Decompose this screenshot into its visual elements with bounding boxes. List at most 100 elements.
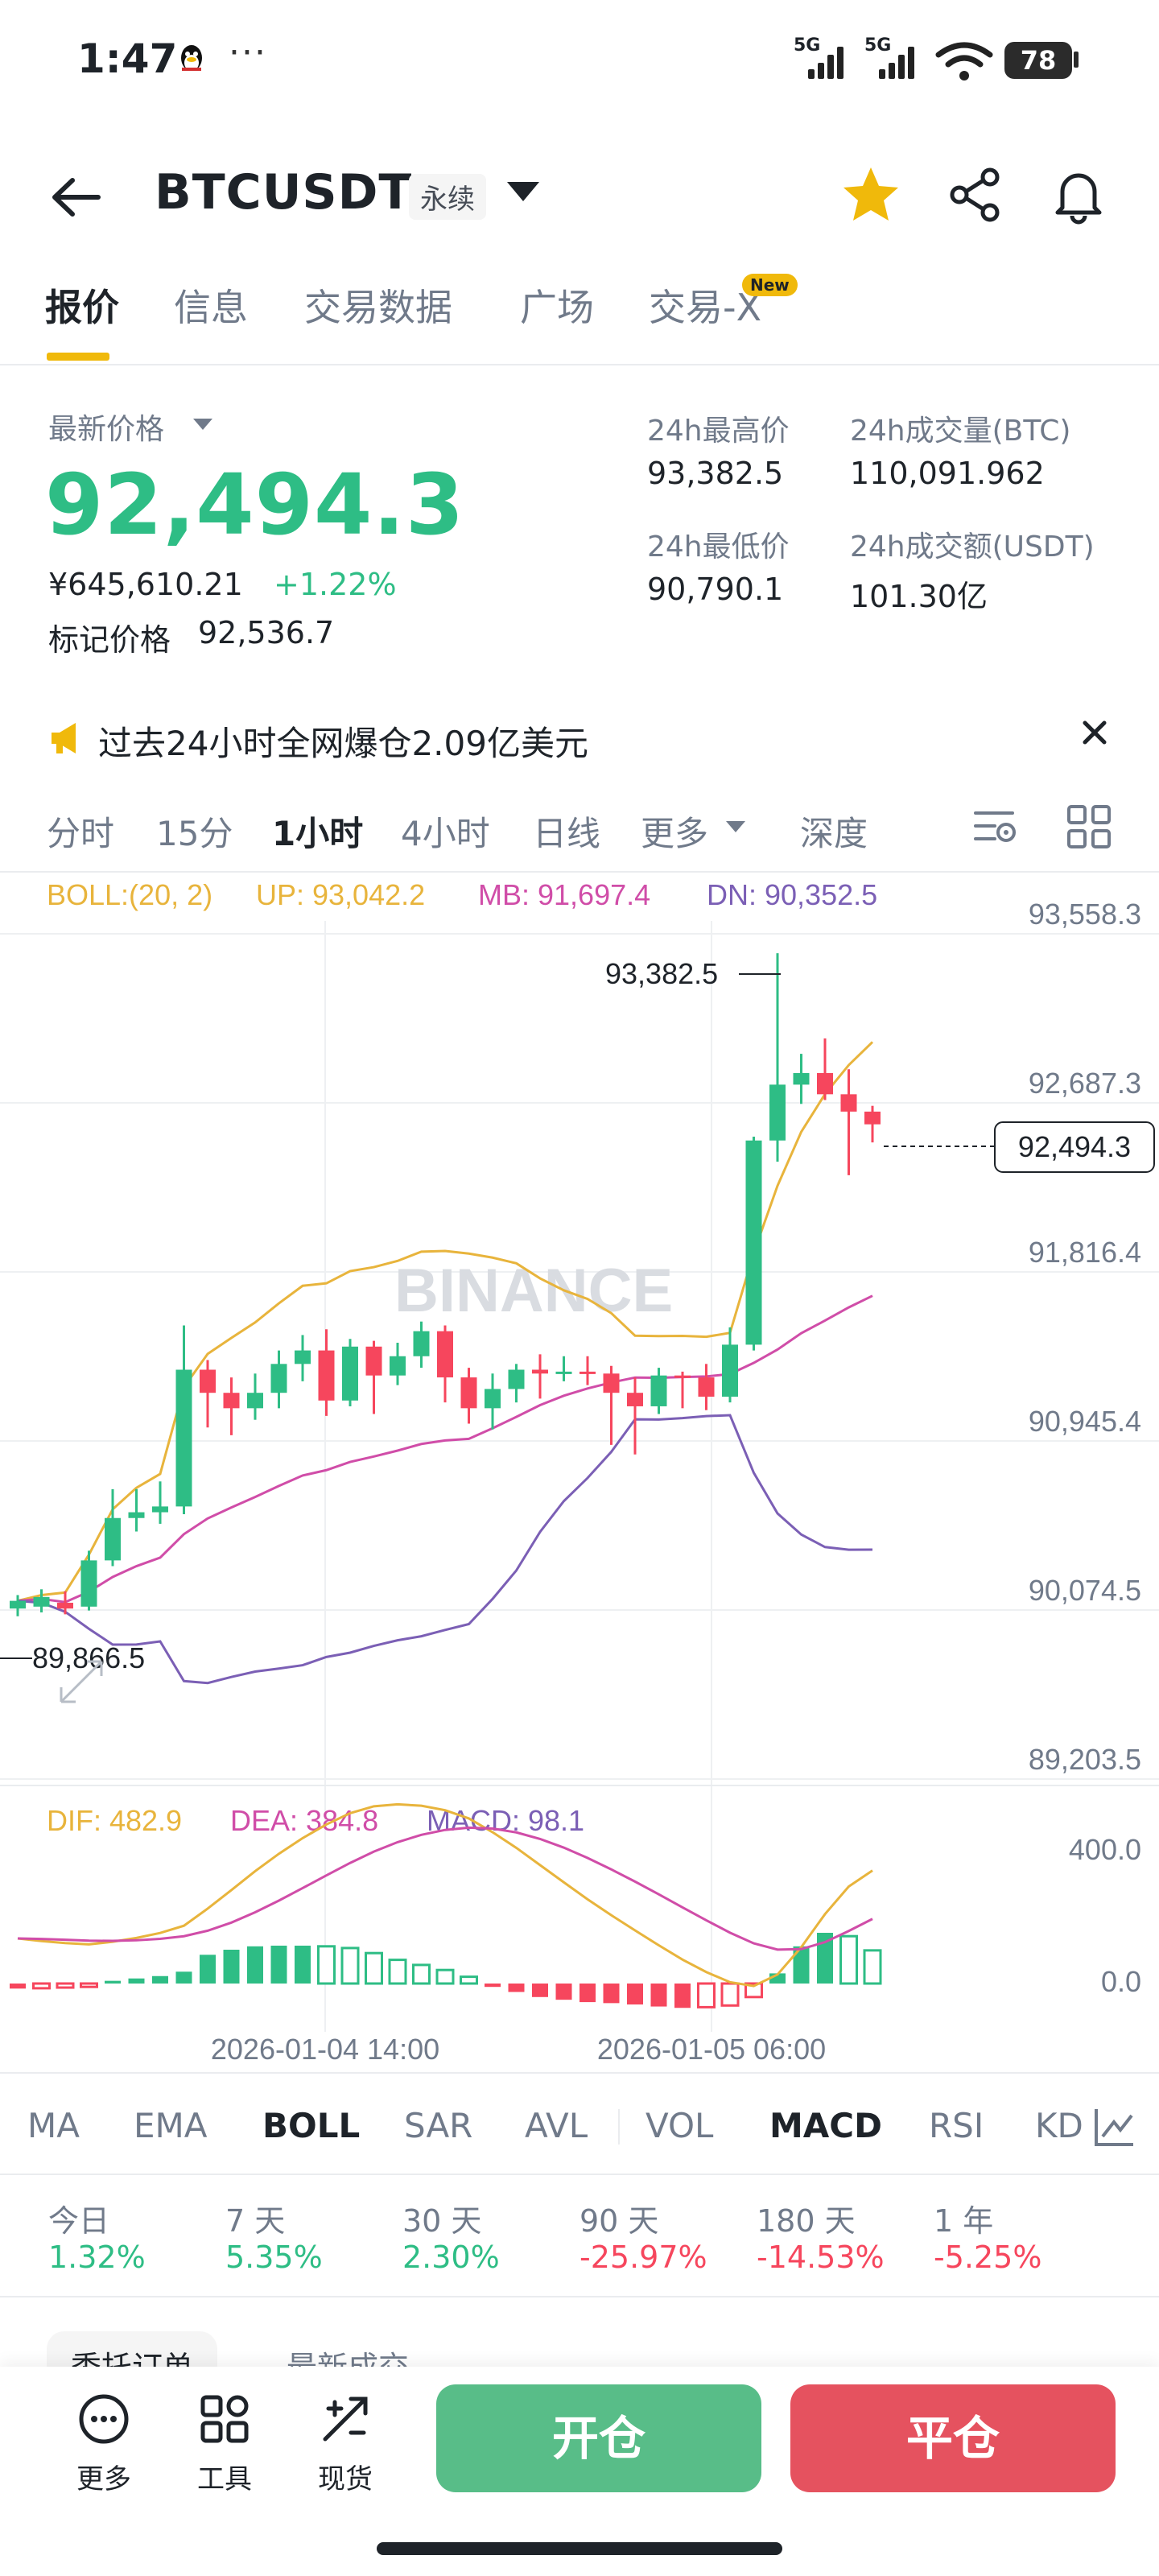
spot-label[interactable]: 现货 (318, 2463, 373, 2496)
candle-body (223, 1393, 240, 1409)
close-position-button[interactable]: 平仓 (790, 2384, 1116, 2492)
sim1-label: 5G (794, 35, 821, 56)
interval-1d[interactable]: 日线 (533, 814, 601, 853)
candle-body (508, 1369, 525, 1389)
macd-bar (674, 1984, 691, 2008)
last-price: 92,494.3 (45, 456, 465, 554)
price-change: +1.22% (274, 567, 397, 602)
macd-bar (270, 1945, 287, 1984)
candle-body (10, 1600, 26, 1609)
perf-label-today: 今日 (48, 2203, 110, 2239)
low-24h-label: 24h最低价 (647, 530, 790, 564)
y-tick: 91,816.4 (1029, 1236, 1141, 1269)
tabs-divider (0, 364, 1159, 365)
more-caret-icon[interactable] (726, 821, 745, 832)
candle-body (80, 1560, 97, 1607)
last-price-label[interactable]: 最新价格 (48, 413, 165, 446)
tab-trade-x[interactable]: 交易-X (649, 286, 762, 329)
indicator-ma[interactable]: MA (27, 2106, 80, 2145)
perf-label-7d: 7 天 (225, 2203, 286, 2239)
vol-btc-label: 24h成交量(BTC) (850, 415, 1071, 448)
macd-dea-line (17, 1826, 873, 1951)
candle-body (722, 1344, 738, 1397)
candle-body (365, 1346, 382, 1376)
y-tick: 92,687.3 (1029, 1067, 1141, 1100)
favorite-star-icon[interactable] (839, 163, 903, 227)
candle-body (555, 1371, 572, 1374)
interval-1h[interactable]: 1小时 (272, 814, 364, 853)
interval-15m[interactable]: 15分 (156, 814, 233, 853)
symbol-dropdown-caret-icon[interactable] (507, 182, 539, 201)
indicator-ema[interactable]: EMA (134, 2106, 208, 2145)
indicator-kd[interactable]: KD (1035, 2106, 1083, 2145)
chart-bottom-divider (0, 2072, 1159, 2074)
tab-quote[interactable]: 报价 (45, 286, 119, 329)
macd-bar (793, 1946, 810, 1984)
current-price-tag (994, 1121, 1155, 1173)
macd-bar (532, 1984, 548, 1997)
sim2-label: 5G (864, 35, 892, 56)
more-dots-icon[interactable] (76, 2391, 132, 2447)
bell-icon[interactable] (1046, 163, 1111, 227)
perf-label-30d: 30 天 (402, 2203, 482, 2239)
open-position-button[interactable]: 开仓 (436, 2384, 761, 2492)
y-tick: 90,074.5 (1029, 1574, 1141, 1607)
interval-divider (0, 871, 1159, 873)
more-label[interactable]: 更多 (76, 2463, 131, 2496)
indicator-boll[interactable]: BOLL (262, 2106, 361, 2145)
y-tick: 90,945.4 (1029, 1405, 1141, 1438)
macd-bar (128, 1978, 145, 1984)
price-chart[interactable]: BINANCE BOLL:(20, 2) UP: 93,042.2 MB: 91… (0, 873, 1159, 2072)
price-label-caret-icon[interactable] (193, 419, 212, 430)
macd-dif-line (17, 1802, 873, 1988)
close-icon[interactable] (1070, 708, 1119, 757)
candle-body (175, 1369, 192, 1507)
interval-more[interactable]: 更多 (641, 814, 709, 853)
perf-value-today: 1.32% (48, 2240, 146, 2275)
perf-value-90d: -25.97% (580, 2240, 707, 2275)
share-icon[interactable] (943, 163, 1008, 227)
candle-body (128, 1512, 145, 1518)
tools-label[interactable]: 工具 (197, 2463, 252, 2496)
tab-info[interactable]: 信息 (174, 286, 248, 329)
perf-value-30d: 2.30% (402, 2240, 500, 2275)
macd-bar (555, 1984, 572, 2000)
indicator-settings-icon[interactable] (1090, 2103, 1138, 2151)
indicator-avl[interactable]: AVL (525, 2106, 588, 2145)
symbol-title[interactable]: BTCUSDT (155, 164, 413, 221)
macd-bar (295, 1945, 311, 1984)
macd-bar (603, 1984, 620, 2004)
interval-depth[interactable]: 深度 (800, 814, 868, 853)
boll-label: BOLL:(20, 2) (47, 878, 212, 911)
macd-bar (460, 1975, 478, 1985)
candle-body (413, 1331, 430, 1356)
back-arrow-icon[interactable] (48, 169, 105, 225)
indicator-sar[interactable]: SAR (404, 2106, 473, 2145)
chart-settings-icon[interactable] (971, 802, 1021, 852)
candle-body (793, 1073, 810, 1085)
watermark: BINANCE (394, 1257, 673, 1325)
spot-swap-icon[interactable] (317, 2391, 373, 2447)
perf-value-180d: -14.53% (757, 2240, 885, 2275)
interval-4h[interactable]: 4小时 (401, 814, 490, 853)
indicator-rsi[interactable]: RSI (929, 2106, 984, 2145)
indicator-macd[interactable]: MACD (769, 2106, 882, 2145)
interval-line[interactable]: 分时 (47, 814, 115, 853)
expand-icon[interactable] (60, 1660, 103, 1703)
tab-square[interactable]: 广场 (520, 286, 594, 329)
macd-bar (175, 1971, 192, 1984)
candle-body (295, 1350, 311, 1364)
macd-bar (720, 1982, 740, 2007)
announcement-text[interactable]: 过去24小时全网爆仓2.09亿美元 (98, 724, 588, 763)
candle-body (532, 1369, 548, 1374)
indicator-vol[interactable]: VOL (645, 2106, 714, 2145)
grid (0, 921, 1159, 2032)
candle-body (390, 1356, 406, 1376)
tools-grid-icon[interactable] (196, 2391, 253, 2447)
candle-body (627, 1393, 643, 1406)
macd-bar (697, 1982, 716, 2008)
macd-value: MACD: 98.1 (427, 1804, 584, 1837)
perf-value-7d: 5.35% (225, 2240, 323, 2275)
tab-trading-data[interactable]: 交易数据 (304, 286, 452, 329)
layout-grid-icon[interactable] (1064, 802, 1114, 852)
